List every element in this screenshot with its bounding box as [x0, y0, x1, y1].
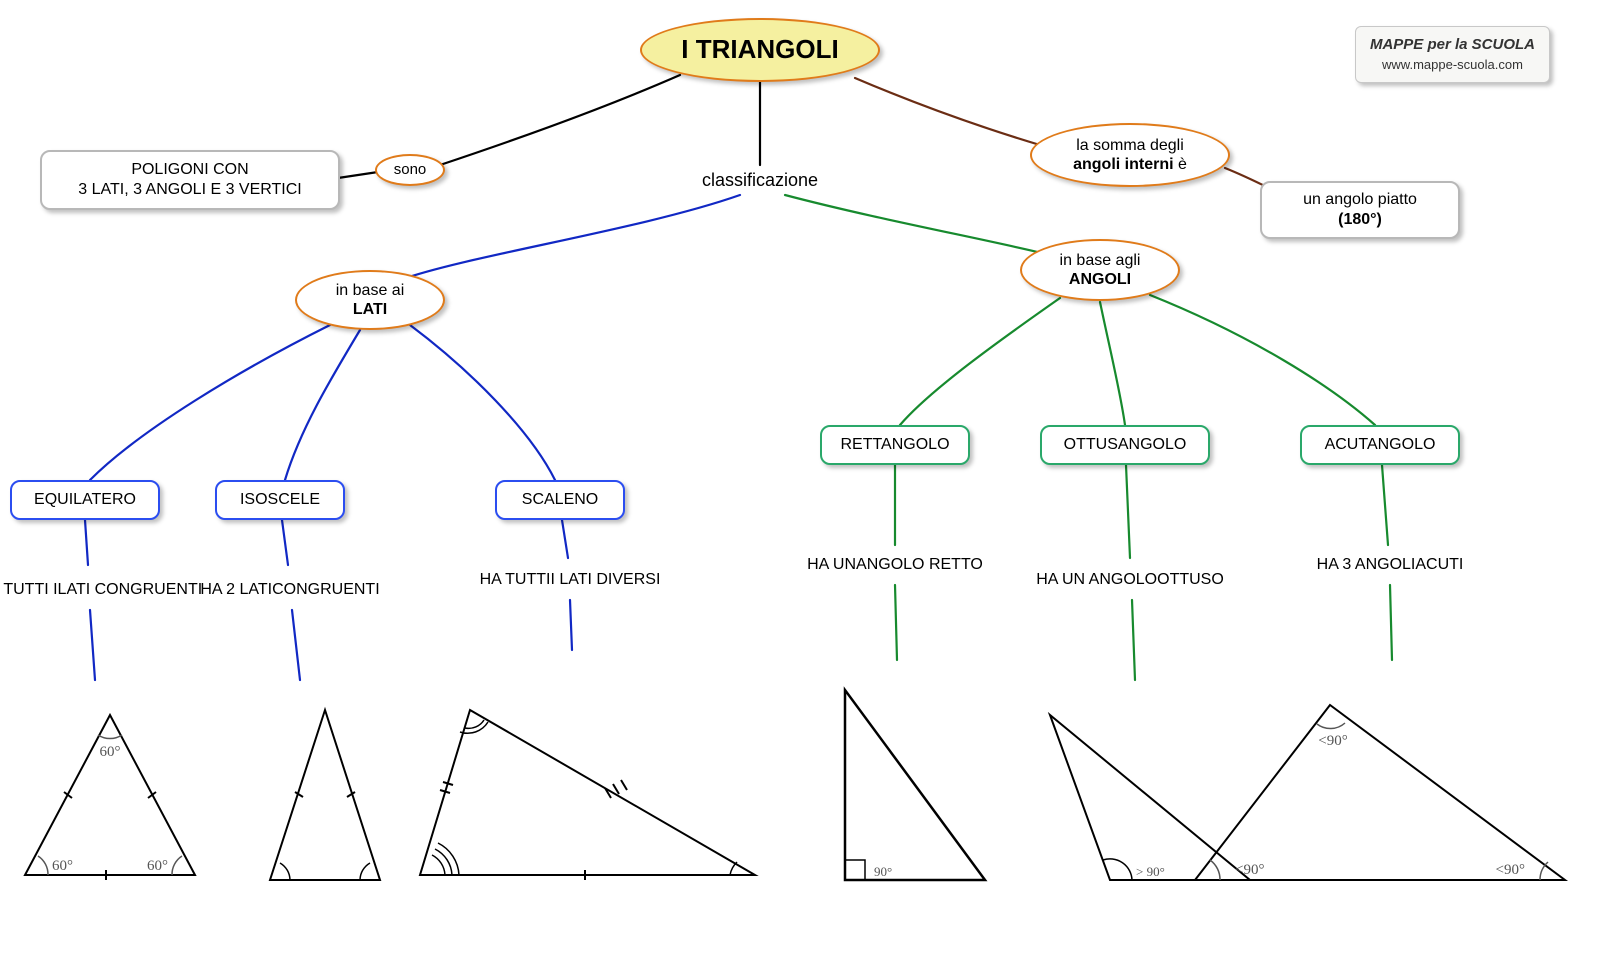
svg-text:60°: 60° [52, 858, 73, 874]
watermark-url: www.mappe-scuola.com [1382, 57, 1523, 72]
triangle-isosceles [240, 700, 410, 890]
node-descAcut: HA 3 ANGOLIACUTI [1317, 555, 1464, 575]
node-descOtt: HA UN ANGOLOOTTUSO [1036, 570, 1224, 590]
node-sommaAng: la somma degliangoli interni è [1030, 123, 1230, 187]
edge-baseLati-scaleno [410, 325, 555, 480]
edge-root-sono [440, 75, 680, 165]
watermark-title: MAPPE per la SCUOLA [1370, 36, 1535, 53]
node-root: I TRIANGOLI [640, 18, 880, 82]
node-rettangolo: RETTANGOLO [820, 425, 970, 465]
triangle-equilateral: 60° 60° 60° [10, 700, 210, 890]
node-piatto: un angolo piatto(180°) [1260, 181, 1460, 239]
node-equilatero: EQUILATERO [10, 480, 160, 520]
edge-descOtt-triOtt [1132, 600, 1135, 680]
edge-descAcut-triAcut [1390, 585, 1392, 660]
node-scaleno: SCALENO [495, 480, 625, 520]
concept-map-stage: MAPPE per la SCUOLA www.mappe-scuola.com… [0, 0, 1600, 956]
edge-baseAngoli-ottusang [1100, 302, 1125, 425]
svg-text:60°: 60° [100, 744, 121, 760]
triangle-acute: <90° <90° <90° [1180, 690, 1580, 890]
node-descScal: HA TUTTII LATI DIVERSI [480, 570, 661, 590]
edge-sono-poligoni [338, 172, 378, 178]
edge-baseLati-equilatero [90, 325, 330, 480]
node-acutang: ACUTANGOLO [1300, 425, 1460, 465]
node-baseAngoli: in base agliANGOLI [1020, 239, 1180, 301]
node-poligoni: POLIGONI CON3 LATI, 3 ANGOLI E 3 VERTICI [40, 150, 340, 210]
edge-isoscele-descIso [282, 520, 288, 565]
svg-text:<90°: <90° [1318, 733, 1347, 749]
node-classif: classificazione [702, 169, 818, 192]
node-ottusang: OTTUSANGOLO [1040, 425, 1210, 465]
triangle-right: 90° [830, 680, 1000, 890]
edge-descEquil-triEquil [90, 610, 95, 680]
node-baseLati: in base aiLATI [295, 270, 445, 330]
node-isoscele: ISOSCELE [215, 480, 345, 520]
watermark-box: MAPPE per la SCUOLA www.mappe-scuola.com [1355, 26, 1550, 83]
node-sono: sono [375, 154, 445, 186]
edge-equilatero-descEquil [85, 520, 88, 565]
edge-acutang-descAcut [1382, 465, 1388, 545]
edge-baseAngoli-rettangolo [900, 298, 1060, 425]
svg-text:60°: 60° [147, 858, 168, 874]
edge-classif-baseAngoli [785, 195, 1050, 255]
svg-text:<90°: <90° [1235, 862, 1264, 878]
edge-descRett-triRett [895, 585, 897, 660]
edge-root-sommaAng [855, 78, 1040, 145]
edge-descIso-triIso [292, 610, 300, 680]
edge-descScal-triScal [570, 600, 572, 650]
svg-text:> 90°: > 90° [1136, 864, 1165, 879]
node-descRett: HA UNANGOLO RETTO [807, 555, 983, 575]
edge-scaleno-descScal [562, 520, 568, 558]
node-descIso: HA 2 LATICONGRUENTI [200, 580, 379, 600]
node-descEquil: HA TUTTI ILATI CONGRUENTI [0, 580, 202, 600]
svg-text:90°: 90° [874, 864, 892, 879]
edge-baseLati-isoscele [285, 330, 360, 480]
triangle-scalene [410, 690, 770, 890]
svg-text:<90°: <90° [1496, 862, 1525, 878]
edge-ottusang-descOtt [1126, 465, 1130, 558]
edge-baseAngoli-acutang [1150, 295, 1375, 425]
edge-classif-baseLati [400, 195, 740, 280]
